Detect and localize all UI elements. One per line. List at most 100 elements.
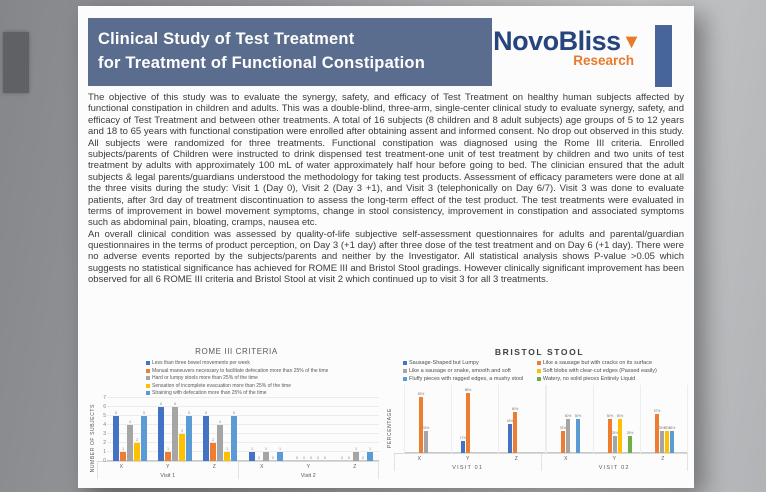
category-column: 57% 33% 33% 33% [641,385,688,453]
bar-slot: 5 [231,412,238,461]
legend-item: Fluffy pieces with ragged edges, a mushy… [403,376,537,382]
legend-label: Sausage-Shaped but Lumpy [409,360,479,366]
bar-value-label: 0 [271,456,274,460]
y-tick-label: 0 [103,458,106,464]
bar [157,407,164,461]
bar-slot: 33% [422,427,429,453]
poster-page: Clinical Study of Test Treatment for Tre… [78,6,694,488]
bar-value-label: 3 [181,429,183,433]
x-axis-categories: X Y Z [98,462,238,470]
y-axis-title-text: NUMBER OF SUBJECTS [89,404,96,473]
legend-swatch [403,361,407,365]
legend-item: Sausage-Shaped but Lumpy [403,360,537,366]
header-title-bar: Clinical Study of Test Treatment for Tre… [88,18,492,86]
legend-swatch [536,369,541,373]
legend-item: Watery, no solid pieces Entirely Liquid [536,376,694,382]
bar-value-label: 1 [369,447,372,451]
bar-slot: 6 [157,403,164,461]
bar-value-label: 50% [564,414,571,418]
bar-slot: 57% [653,410,660,453]
bar-slot: 1 [224,448,231,461]
bar-slot: 5 [185,412,192,461]
x-axis-categories: X Y Z [239,462,379,470]
bar-value-label: 17% [459,436,466,440]
legend-swatch [146,383,150,388]
bar-slot: 25% [626,432,633,453]
bar-slot: 1 [119,448,126,461]
bar-value-label: 1 [278,447,281,451]
bar-slot: 33% [663,427,670,453]
bar [465,393,470,453]
charts-row: ROME III CRITERIA Less than three bowel m… [78,342,694,488]
x-axis: X Y Z VISIT 01 X Y Z VISIT 02 [394,453,688,471]
bar-value-label: 2 [212,438,215,442]
x-category-label: X [417,456,421,462]
legend-swatch [403,377,407,381]
bar-value-label: 6 [174,402,176,406]
logo-subtitle: Research [573,53,634,68]
bar-value-label: 50% [606,414,613,418]
visit-block: 33% 50% 50% 50% 25% 50% 25% 57% 33% 33% 33% [546,385,688,453]
bar [140,416,147,461]
visit-block: 5 1 4 2 5 6 1 6 3 5 5 2 4 1 5 [107,398,243,461]
bar [612,436,617,453]
bar-slot: 33% [668,427,675,453]
legend-swatch [536,361,541,365]
bar-group: 1 0 1 0 1 [248,448,283,461]
x-axis-visit-block: X Y Z VISIT 02 [542,454,688,471]
gridline [107,415,379,416]
category-column: 33% 50% 50% [546,385,594,453]
bar [654,414,659,453]
bar [512,412,517,453]
x-category-label: Z [514,456,518,462]
bar [185,416,192,461]
x-category-label: Y [306,464,310,470]
bar-value-label: 50% [574,414,581,418]
x-category-label: X [564,456,568,462]
bar-slot: 1 [367,448,374,461]
bar-value-label: 83% [417,392,424,396]
x-axis-visit-block: X Y Z Visit 1 [97,462,239,479]
bar-value-label: 1 [167,447,169,451]
bar-value-label: 1 [264,447,267,451]
x-visit-label: VISIT 01 [452,465,484,471]
bar-slot: 50% [574,415,581,453]
bar-slot: 83% [417,393,424,453]
gridline [107,424,379,425]
abstract-text: The objective of this study was to evalu… [88,92,684,286]
bar-value-label: 60% [511,407,518,411]
bar-value-label: 33% [559,426,566,430]
rome-iii-chart: ROME III CRITERIA Less than three bowel m… [88,342,385,488]
legend-swatch [536,377,541,381]
bar-value-label: 0 [296,456,298,460]
bar-value-label: 33% [663,426,670,430]
chart-title: ROME III CRITERIA [195,347,278,356]
bar-slot: 1 [164,448,171,461]
bar-value-label: 1 [226,447,229,451]
bar-value-label: 0 [341,456,344,460]
legend-label: Watery, no solid pieces Entirely Liquid [542,376,636,382]
x-category-label: X [119,464,123,470]
bar [607,419,612,453]
bar-slot: 5 [203,412,210,461]
legend-swatch [146,376,150,380]
bar-value-label: 4 [128,420,131,424]
visit-block: 83% 33% 17% 88% 43% 60% [404,385,546,453]
bar-slot: 1 [262,448,269,461]
legend-item: Like a sausage but with cracks on its su… [536,360,694,366]
bar-value-label: 0 [362,456,365,460]
gridline [107,451,379,452]
y-tick-label: 3 [103,431,106,437]
abstract-paragraph-2: An overall clinical condition was assess… [88,228,684,286]
bar-value-label: 33% [668,426,675,430]
novobliss-logo: NovoBliss▼ Research [486,28,648,69]
bar [565,419,570,453]
bar-value-label: 25% [626,431,633,435]
bar-slot: 60% [511,408,518,453]
bar [210,443,217,461]
bar-value-label: 0 [317,456,319,460]
legend-item: Hard or lumpy stools more than 25% of th… [146,375,385,381]
bar-value-label: 25% [611,431,618,435]
